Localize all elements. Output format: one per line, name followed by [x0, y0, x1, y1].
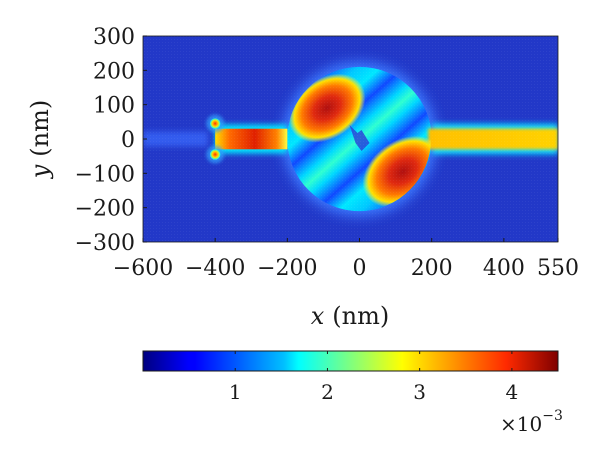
y-tick-label: 100 — [93, 94, 135, 119]
x-tick-label: 200 — [411, 256, 453, 281]
x-axis: −600 −400 −200 0 200 400 550 — [113, 238, 579, 281]
colorbar-multiplier-exponent: −3 — [542, 408, 563, 424]
plot-area — [142, 35, 559, 243]
x-tick-label: −600 — [113, 256, 173, 281]
x-tick-label: −200 — [257, 256, 317, 281]
y-tick-label: 300 — [93, 25, 135, 50]
x-axis-label: x (nm) — [311, 302, 390, 330]
x-tick-label: −400 — [185, 256, 245, 281]
y-tick-label: −300 — [75, 231, 135, 256]
y-axis-variable: y — [26, 164, 54, 179]
grid-texture — [143, 36, 558, 242]
y-axis-unit: (nm) — [26, 100, 54, 157]
x-axis-variable: x — [311, 302, 325, 330]
colorbar-gradient — [142, 350, 559, 372]
y-tick-label: −100 — [75, 162, 135, 187]
y-axis-label: y (nm) — [26, 100, 54, 180]
colorbar-multiplier: ×10−3 — [500, 408, 563, 436]
y-tick-label: −200 — [75, 197, 135, 222]
y-tick-label: 0 — [121, 128, 135, 153]
y-axis: 300 200 100 0 −100 −200 −300 — [75, 25, 147, 256]
colorbar-multiplier-base: ×10 — [500, 412, 542, 436]
colorbar: 1 2 3 4 ×10−3 — [142, 350, 563, 436]
colorbar-ticks: 1 2 3 4 — [229, 351, 518, 404]
colorbar-tick-label: 4 — [506, 380, 519, 404]
field-layer — [143, 36, 558, 242]
x-tick-label: 550 — [537, 256, 579, 281]
x-axis-unit: (nm) — [332, 302, 389, 330]
colorbar-tick-label: 3 — [413, 380, 426, 404]
x-tick-label: 400 — [483, 256, 525, 281]
y-tick-label: 200 — [93, 59, 135, 84]
colorbar-tick-label: 2 — [321, 380, 334, 404]
colorbar-tick-label: 1 — [229, 380, 242, 404]
x-tick-label: 0 — [353, 256, 367, 281]
